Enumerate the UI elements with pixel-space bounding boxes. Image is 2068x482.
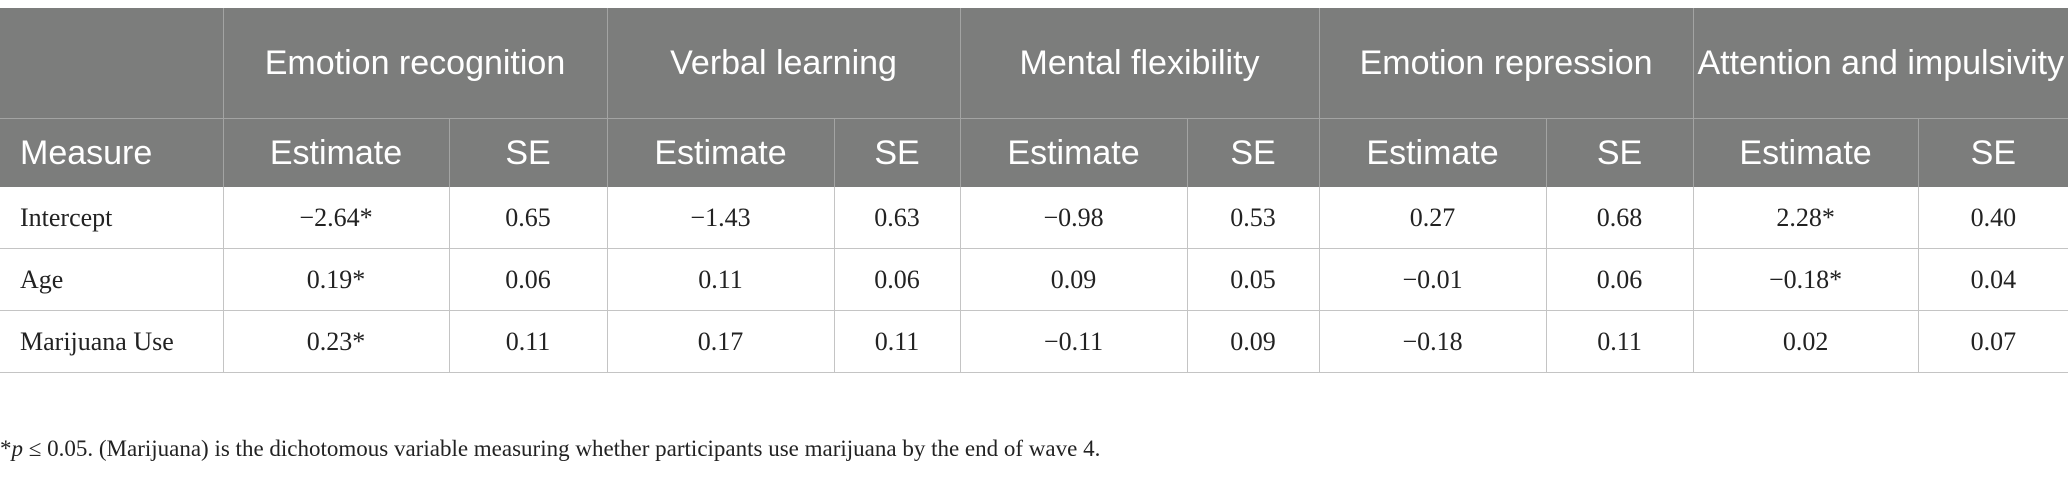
se-column-header: SE (833, 118, 961, 187)
estimate-cell: 0.27 (1318, 187, 1547, 249)
column-header-row: Measure Estimate SE Estimate SE Estimate… (0, 118, 2068, 187)
se-cell: 0.40 (1917, 187, 2068, 249)
se-cell: 0.09 (1186, 310, 1320, 373)
estimate-cell: −0.01 (1318, 248, 1547, 311)
estimate-cell: −0.18* (1692, 248, 1919, 311)
se-cell: 0.06 (448, 248, 608, 311)
estimate-cell: −2.64* (222, 187, 449, 249)
se-cell: 0.07 (1917, 310, 2068, 373)
measure-cell: Marijuana Use (0, 310, 223, 373)
footnote-p-symbol: p (11, 436, 24, 461)
table-row: Age 0.19* 0.06 0.11 0.06 0.09 0.05 −0.01… (0, 248, 2068, 311)
estimate-column-header: Estimate (606, 118, 835, 187)
measure-cell: Intercept (0, 187, 223, 249)
table-footnote: *p ≤ 0.05. (Marijuana) is the dichotomou… (0, 436, 1100, 462)
results-table: Emotion recognition Verbal learning Ment… (0, 8, 2068, 373)
estimate-column-header: Estimate (222, 118, 449, 187)
group-header-row: Emotion recognition Verbal learning Ment… (0, 8, 2068, 119)
estimate-column-header: Estimate (1318, 118, 1547, 187)
footnote-star: * (0, 436, 12, 461)
se-cell: 0.65 (448, 187, 608, 249)
estimate-cell: 0.09 (959, 248, 1188, 311)
table-row: Intercept −2.64* 0.65 −1.43 0.63 −0.98 0… (0, 187, 2068, 249)
table-row: Marijuana Use 0.23* 0.11 0.17 0.11 −0.11… (0, 310, 2068, 373)
se-cell: 0.06 (833, 248, 961, 311)
se-column-header: SE (1545, 118, 1694, 187)
se-cell: 0.68 (1545, 187, 1694, 249)
estimate-cell: 0.02 (1692, 310, 1919, 373)
se-cell: 0.06 (1545, 248, 1694, 311)
results-table-container: Emotion recognition Verbal learning Ment… (0, 8, 2068, 373)
se-cell: 0.11 (448, 310, 608, 373)
se-cell: 0.11 (1545, 310, 1694, 373)
measure-column-header: Measure (0, 118, 223, 187)
group-header-emotion-recognition: Emotion recognition (222, 8, 608, 119)
group-header-attention-impulsivity: Attention and impulsivity (1692, 8, 2068, 119)
se-cell: 0.04 (1917, 248, 2068, 311)
se-cell: 0.53 (1186, 187, 1320, 249)
estimate-cell: 0.17 (606, 310, 835, 373)
measure-cell: Age (0, 248, 223, 311)
blank-header-cell (0, 8, 223, 119)
group-header-emotion-repression: Emotion repression (1318, 8, 1694, 119)
group-header-verbal-learning: Verbal learning (606, 8, 961, 119)
estimate-column-header: Estimate (1692, 118, 1919, 187)
estimate-cell: −0.98 (959, 187, 1188, 249)
footnote-text: ≤ 0.05. (Marijuana) is the dichotomous v… (23, 436, 1101, 461)
estimate-cell: −1.43 (606, 187, 835, 249)
se-cell: 0.11 (833, 310, 961, 373)
estimate-cell: −0.11 (959, 310, 1188, 373)
estimate-cell: 0.23* (222, 310, 449, 373)
se-column-header: SE (448, 118, 608, 187)
se-column-header: SE (1186, 118, 1320, 187)
estimate-cell: 0.19* (222, 248, 449, 311)
estimate-cell: 0.11 (606, 248, 835, 311)
estimate-cell: 2.28* (1692, 187, 1919, 249)
se-cell: 0.05 (1186, 248, 1320, 311)
group-header-mental-flexibility: Mental flexibility (959, 8, 1320, 119)
se-cell: 0.63 (833, 187, 961, 249)
estimate-column-header: Estimate (959, 118, 1188, 187)
se-column-header: SE (1917, 118, 2068, 187)
estimate-cell: −0.18 (1318, 310, 1547, 373)
